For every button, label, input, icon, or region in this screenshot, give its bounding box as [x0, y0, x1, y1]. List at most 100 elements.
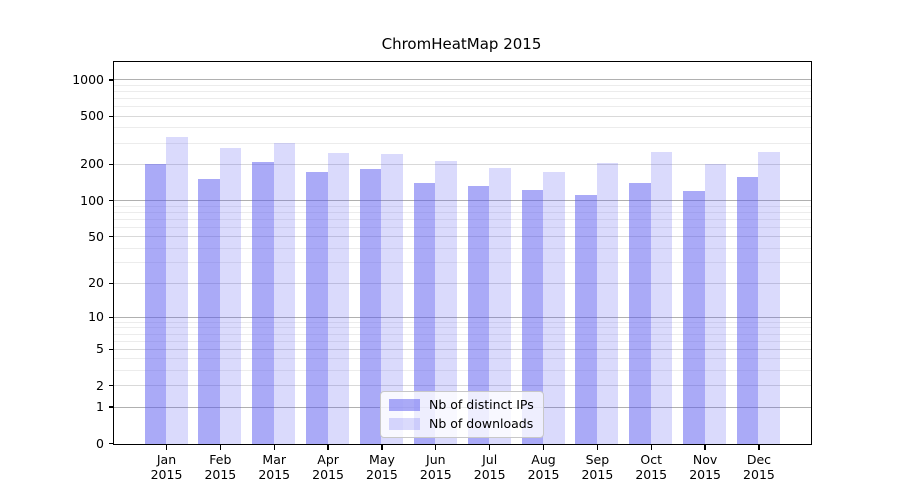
- x-tick-label: Sep 2015: [565, 452, 629, 482]
- bar-nb-of-distinct-ips-mar: [252, 162, 274, 444]
- x-tick-label-month: May: [369, 452, 395, 467]
- y-tick: [109, 316, 114, 318]
- y-tick: [109, 79, 114, 81]
- y-tick-label: 1: [96, 399, 104, 414]
- gridline-minor: [114, 211, 811, 213]
- x-tick-label-year: 2015: [527, 467, 560, 482]
- gridline-major-decade: [114, 79, 811, 81]
- x-tick-label-month: Dec: [746, 452, 772, 467]
- x-tick-label-year: 2015: [204, 467, 237, 482]
- bar-nb-of-distinct-ips-jan: [144, 164, 166, 444]
- bar-nb-of-downloads-feb: [219, 148, 242, 444]
- x-tick-label-year: 2015: [419, 467, 452, 482]
- bar-nb-of-distinct-ips-apr: [306, 171, 328, 444]
- plot-area: [113, 61, 812, 445]
- bar-nb-of-downloads-mar: [273, 142, 296, 444]
- x-tick-label-year: 2015: [581, 467, 614, 482]
- bar-nb-of-distinct-ips-aug: [521, 190, 544, 444]
- gridline-minor: [114, 218, 811, 220]
- gridline-major: [114, 115, 811, 117]
- gridline-minor: [114, 226, 811, 228]
- bar-nb-of-distinct-ips-may: [359, 168, 382, 444]
- bar-nb-of-downloads-sep: [596, 163, 619, 444]
- y-tick: [109, 348, 114, 350]
- gridline-minor: [114, 127, 811, 129]
- x-tick-label-year: 2015: [258, 467, 291, 482]
- x-tick-label: Jan 2015: [135, 452, 199, 482]
- gridline-major-decade: [114, 316, 811, 318]
- gridline-minor: [114, 327, 811, 329]
- x-tick-label-year: 2015: [473, 467, 506, 482]
- gridline-minor: [114, 358, 811, 360]
- x-tick-label-month: Aug: [531, 452, 556, 467]
- x-tick-label-month: Jan: [156, 452, 177, 467]
- x-tick: [489, 444, 491, 450]
- bar-nb-of-distinct-ips-feb: [198, 178, 220, 444]
- bar-nb-of-distinct-ips-oct: [629, 182, 651, 444]
- x-tick-label-month: Oct: [640, 452, 663, 467]
- gridline-minor: [114, 333, 811, 335]
- x-tick: [327, 444, 329, 450]
- y-tick-label: 2: [96, 377, 104, 393]
- x-tick: [650, 444, 652, 450]
- legend-label-downloads: Nb of downloads: [429, 415, 534, 431]
- legend-swatch-distinct-ips-icon: [389, 399, 420, 412]
- y-tick: [109, 199, 114, 202]
- x-tick-label-year: 2015: [366, 467, 398, 482]
- x-tick: [435, 444, 437, 450]
- legend-item-distinct-ips: Nb of distinct IPs: [389, 397, 535, 413]
- bar-nb-of-downloads-oct: [650, 151, 673, 444]
- legend-item-downloads: Nb of downloads: [389, 416, 535, 432]
- legend-label-distinct-ips: Nb of distinct IPs: [429, 397, 534, 413]
- legend-swatch-downloads-icon: [389, 417, 420, 430]
- y-tick-label: 200: [80, 156, 104, 172]
- y-tick: [109, 163, 114, 166]
- y-tick: [109, 282, 114, 284]
- gridline-minor: [114, 106, 811, 108]
- bar-nb-of-distinct-ips-nov: [683, 191, 705, 444]
- legend: Nb of distinct IPs Nb of downloads: [380, 391, 544, 438]
- x-tick: [542, 444, 545, 450]
- x-tick-label-month: Apr: [317, 452, 339, 467]
- gridline-minor: [114, 84, 811, 86]
- x-tick-label: Dec 2015: [727, 452, 791, 482]
- gridline-major: [114, 236, 811, 238]
- x-tick-label: May 2015: [350, 452, 414, 482]
- bar-nb-of-distinct-ips-jun: [413, 182, 436, 444]
- x-tick-label: Jun 2015: [404, 452, 468, 482]
- x-tick-label-year: 2015: [635, 467, 668, 482]
- y-tick: [109, 385, 114, 387]
- x-tick-label: Apr 2015: [296, 452, 360, 482]
- bar-nb-of-downloads-jan: [166, 136, 188, 444]
- y-tick: [109, 115, 114, 117]
- x-tick-label-month: Mar: [262, 452, 287, 467]
- x-tick-label-year: 2015: [150, 467, 183, 482]
- x-tick: [381, 444, 383, 450]
- bar-nb-of-distinct-ips-dec: [736, 176, 759, 444]
- bar-nb-of-downloads-may: [381, 153, 403, 444]
- y-tick-label: 1000: [72, 71, 104, 87]
- x-tick: [704, 444, 706, 450]
- y-tick-label: 5: [96, 341, 104, 357]
- x-tick: [219, 444, 221, 450]
- x-tick-label-month: Jun: [426, 452, 446, 467]
- gridline-minor: [114, 205, 811, 207]
- x-tick: [758, 444, 760, 450]
- x-tick-label-year: 2015: [312, 467, 344, 482]
- gridline-minor: [114, 247, 811, 249]
- y-tick: [109, 406, 114, 408]
- gridline-major: [114, 348, 811, 350]
- y-tick-label: 100: [80, 192, 104, 208]
- gridline-minor: [114, 98, 811, 100]
- x-tick-label-month: Nov: [692, 452, 718, 467]
- x-tick-label-month: Sep: [585, 452, 610, 467]
- gridline-major: [114, 282, 811, 284]
- y-tick-label: 10: [88, 309, 104, 325]
- gridline-major: [114, 385, 811, 387]
- x-tick-label-month: Feb: [209, 452, 232, 467]
- y-tick-label: 500: [80, 108, 104, 124]
- gridline-major: [114, 163, 811, 165]
- bar-nb-of-downloads-aug: [543, 171, 565, 444]
- gridline-minor: [114, 262, 811, 264]
